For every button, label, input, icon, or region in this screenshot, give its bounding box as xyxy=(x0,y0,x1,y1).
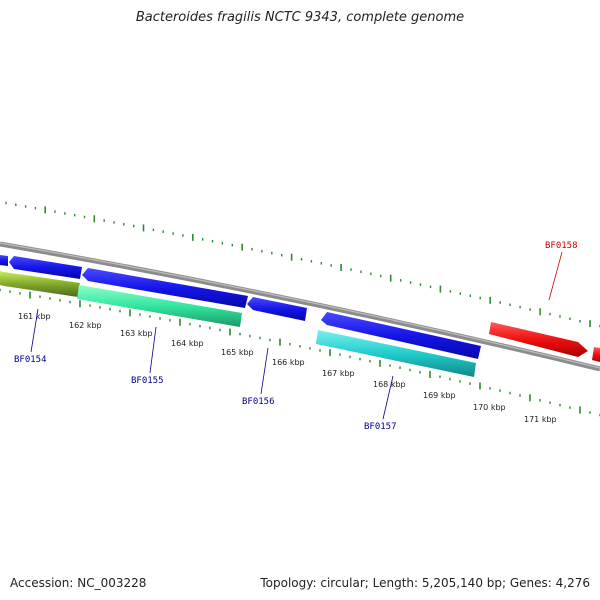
scale-label: 169 kbp xyxy=(423,391,456,400)
scale-label: 170 kbp xyxy=(473,403,506,412)
scale-label: 166 kbp xyxy=(272,358,305,367)
scale-label: 168 kbp xyxy=(373,380,406,389)
gene-label-bf0157[interactable]: BF0157 xyxy=(364,422,397,432)
feature-arrow-blue-3[interactable] xyxy=(247,297,307,321)
scale-label: 161 kbp xyxy=(18,312,51,321)
scale-label: 162 kbp xyxy=(69,321,102,330)
scale-label: 167 kbp xyxy=(322,369,355,378)
gene-label-bf0154[interactable]: BF0154 xyxy=(14,355,47,365)
scale-label: 165 kbp xyxy=(221,348,254,357)
scale-label: 163 kbp xyxy=(120,329,153,338)
feature-arrow-blue-2[interactable] xyxy=(82,268,248,308)
feature-arrow-bf0154[interactable] xyxy=(0,271,80,297)
gene-label-bf0156[interactable]: BF0156 xyxy=(242,397,275,407)
genome-backbone xyxy=(0,241,600,372)
scale-label: 171 kbp xyxy=(524,415,557,424)
outer-tick-track xyxy=(5,201,600,328)
map-title: Bacteroides fragilis NCTC 9343, complete… xyxy=(135,10,465,25)
feature-arrow-left-edge[interactable] xyxy=(0,255,8,266)
feature-arrow-red-edge[interactable] xyxy=(592,347,600,362)
accession-text: Accession: NC_003228 xyxy=(10,576,147,590)
feature-arrow-blue-4[interactable] xyxy=(321,312,481,359)
feature-arrow-bf0157[interactable] xyxy=(316,330,476,377)
gene-label-bf0158[interactable]: BF0158 xyxy=(545,241,578,251)
feature-arrow-bf0155[interactable] xyxy=(77,285,242,327)
scale-labels: 161 kbp 162 kbp 163 kbp 164 kbp 165 kbp … xyxy=(18,312,557,424)
gene-label-bf0155[interactable]: BF0155 xyxy=(131,376,164,386)
inner-tick-track xyxy=(0,288,600,417)
feature-arrow-blue-1[interactable] xyxy=(9,256,82,279)
feature-arrow-bf0158[interactable] xyxy=(489,322,588,357)
genome-summary-text: Topology: circular; Length: 5,205,140 bp… xyxy=(260,576,590,590)
scale-label: 164 kbp xyxy=(171,339,204,348)
